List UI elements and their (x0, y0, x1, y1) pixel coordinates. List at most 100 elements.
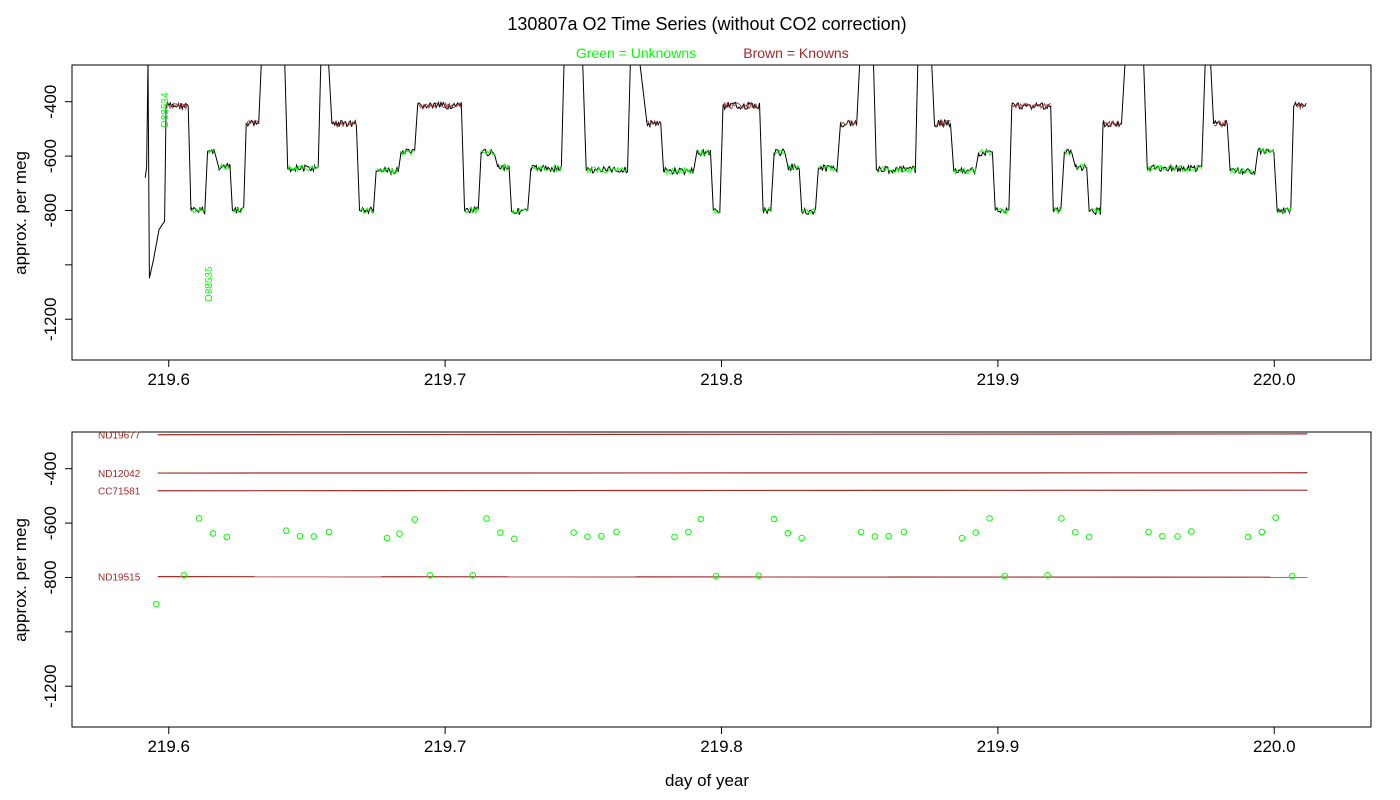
unknown-plateau (696, 149, 711, 157)
unknown-plateau (191, 207, 206, 214)
unknown-point (426, 571, 434, 579)
unknown-plateau (531, 163, 562, 173)
top-y-tick-label: -600 (41, 139, 60, 173)
unknown-point (1085, 533, 1093, 541)
unknown-point (296, 532, 304, 540)
bottom-y-tick-label: -1200 (41, 664, 60, 707)
unknown-plateau (376, 167, 399, 176)
known-plateau (647, 119, 661, 127)
bottom-x-tick-label: 220.0 (1253, 737, 1296, 756)
unknown-point (180, 571, 188, 579)
unknown-plateau (663, 166, 695, 176)
unknown-point (209, 530, 217, 537)
unknown-point (755, 572, 763, 580)
unknown-plateau (1277, 207, 1292, 215)
unknown-point (958, 534, 966, 542)
unknown-point (685, 528, 692, 536)
unknown-point (1188, 528, 1195, 535)
reference-label-nd19515: ND19515 (98, 573, 141, 584)
annotation-d88534: D88534 (160, 92, 171, 127)
unknown-point (469, 571, 477, 579)
reference-label-nd19677: ND19677 (98, 431, 141, 442)
known-plateau (860, 58, 873, 64)
unknown-plateau (876, 165, 916, 174)
unknown-point (986, 515, 993, 522)
unknown-plateau (1075, 163, 1087, 170)
known-plateau (1293, 101, 1307, 111)
unknown-plateau (1147, 164, 1203, 172)
bottom-x-tick-label: 219.9 (977, 737, 1020, 756)
unknown-point (1258, 528, 1266, 536)
unknown-plateau (995, 207, 1010, 216)
unknown-plateau (1089, 207, 1101, 215)
reference-line-cc71581 (157, 489, 1308, 492)
unknown-point (282, 527, 290, 534)
top-plot-frame (71, 64, 1372, 361)
unknown-point (712, 572, 720, 580)
unknown-plateau (953, 166, 977, 176)
unknown-point (1044, 571, 1051, 579)
unknown-point (770, 515, 778, 523)
unknown-point (784, 529, 792, 537)
unknown-point (584, 533, 591, 540)
top-x-tick-label: 220.0 (1253, 370, 1296, 389)
unknown-plateau (1053, 205, 1062, 215)
top-y-tick-label: -800 (41, 193, 60, 227)
o2-trace-line (144, 65, 1307, 279)
unknown-plateau (818, 164, 838, 172)
unknown-point (510, 535, 518, 543)
unknown-point (396, 530, 403, 537)
unknown-plateau (763, 206, 772, 213)
known-plateau (166, 101, 189, 111)
unknown-plateau (774, 149, 786, 156)
known-plateau (332, 120, 357, 128)
x-axis-label: day of year (665, 771, 749, 790)
annotation-d88535: D88535 (204, 266, 215, 301)
bottom-x-tick-label: 219.6 (147, 737, 190, 756)
unknown-plateau (464, 205, 479, 215)
top-x-tick-label: 219.7 (424, 370, 467, 389)
unknown-plateau (787, 164, 800, 171)
unknown-point (483, 515, 490, 522)
reference-label-nd12042: ND12042 (98, 469, 141, 480)
unknown-plateau (401, 148, 416, 157)
bottom-plot-frame (71, 431, 1372, 728)
top-panel: 219.6 219.7 219.8 219.9 220.0 -400 -600 -800 -12… (11, 58, 1372, 389)
legend-knowns: Brown = Knowns (743, 45, 848, 61)
unknown-point (383, 534, 391, 542)
unknown-point (857, 528, 865, 536)
unknown-point (310, 533, 318, 540)
unknown-point (152, 600, 160, 608)
chart-title: 130807a O2 Time Series (without CO2 corr… (507, 14, 906, 34)
unknown-point (798, 534, 805, 542)
unknown-point (900, 528, 908, 536)
unknown-point (885, 532, 893, 540)
unknown-plateau (586, 166, 628, 175)
unknown-point (671, 533, 678, 541)
known-plateau (246, 119, 260, 126)
unknown-point (1071, 529, 1079, 536)
unknown-plateau (1064, 149, 1073, 157)
unknown-point (223, 533, 231, 541)
unknown-plateau (497, 162, 510, 172)
top-x-tick-label: 219.8 (700, 370, 743, 389)
unknown-plateau (481, 148, 496, 156)
known-plateau (1126, 58, 1144, 63)
unknown-plateau (207, 148, 216, 155)
known-plateau (1011, 102, 1051, 110)
unknown-plateau (1257, 147, 1275, 155)
legend-unknowns: Green = Unknowns (576, 45, 696, 61)
unknown-point (871, 533, 879, 540)
unknown-point (1244, 533, 1252, 541)
reference-line-nd19677 (157, 433, 1308, 436)
known-plateau (321, 58, 328, 62)
unknown-point (1159, 532, 1166, 540)
known-plateau (1206, 58, 1211, 64)
top-y-tick-label: -400 (41, 85, 60, 119)
unknown-point (570, 529, 577, 536)
bottom-x-tick-label: 219.8 (700, 737, 743, 756)
unknown-point (1288, 572, 1296, 580)
unknown-point (1001, 572, 1009, 580)
known-plateau (1213, 119, 1228, 129)
known-plateau (925, 65, 926, 66)
